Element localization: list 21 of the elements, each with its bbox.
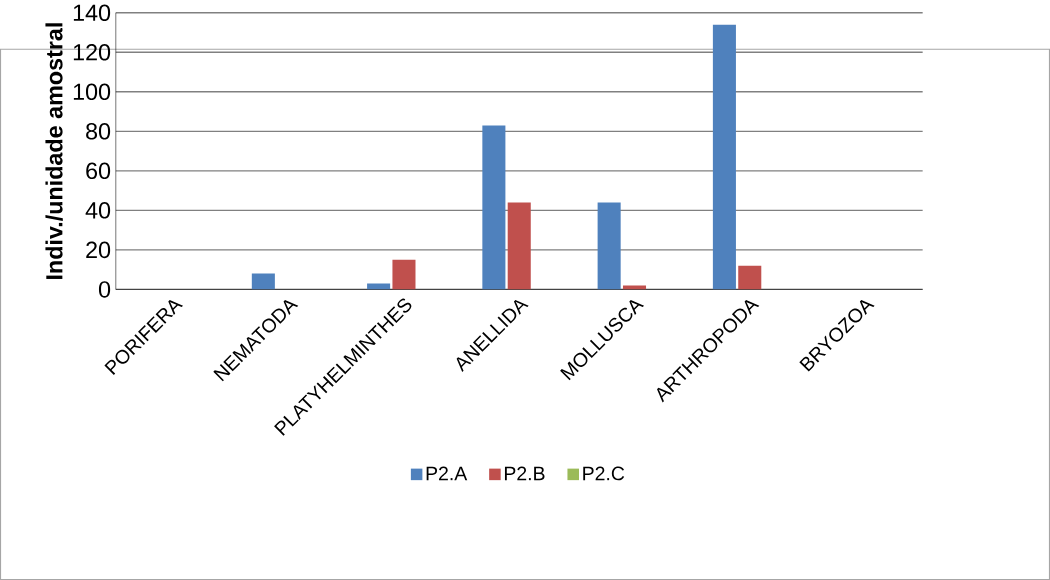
legend-label: P2.C	[583, 466, 625, 481]
legend-label: P2.A	[426, 466, 468, 481]
y-axis-title: Indiv./unidade amostral	[45, 23, 63, 279]
y-tick-label: 140	[73, 4, 111, 22]
y-tick-label: 20	[86, 241, 111, 259]
y-tick-label: 0	[98, 281, 111, 298]
bar	[712, 24, 736, 290]
bar	[482, 125, 506, 290]
bar	[251, 273, 275, 290]
y-tick-label: 100	[73, 83, 111, 101]
bar	[507, 202, 531, 290]
y-tick-label: 60	[86, 162, 111, 180]
bar	[738, 265, 762, 290]
legend-label: P2.B	[504, 466, 545, 481]
bar	[392, 259, 416, 290]
y-tick-label: 120	[73, 44, 111, 61]
y-tick-label: 80	[86, 123, 111, 140]
bar	[622, 285, 647, 290]
bar	[367, 283, 391, 290]
bar	[597, 202, 621, 290]
y-tick-label: 40	[85, 202, 111, 219]
